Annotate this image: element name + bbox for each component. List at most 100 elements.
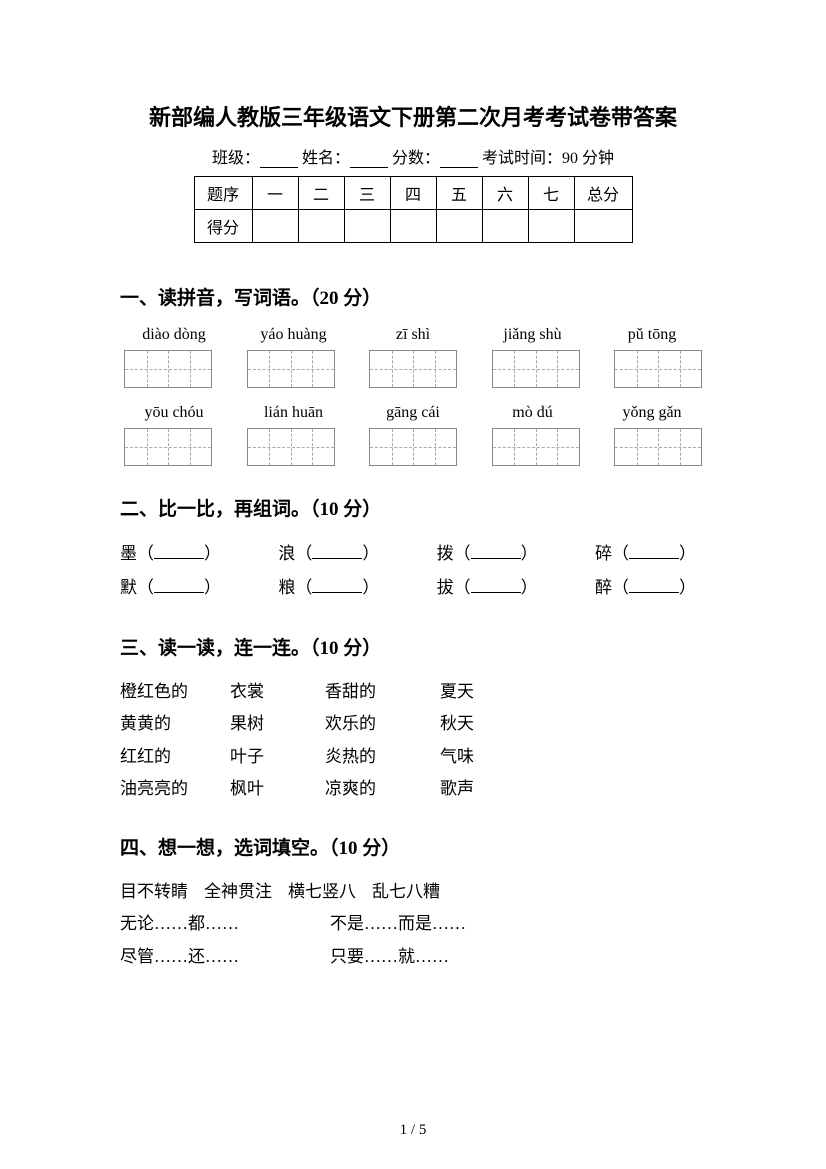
- grid-row: [120, 350, 706, 388]
- pinyin: zī shì: [363, 326, 463, 344]
- blank[interactable]: [629, 579, 679, 593]
- word: 红红的: [120, 741, 230, 773]
- char-grid[interactable]: [247, 428, 335, 466]
- word: 歌声: [440, 773, 520, 805]
- compare-item: 碎（）: [595, 537, 696, 571]
- word: 叶子: [230, 741, 325, 773]
- connect-block: 橙红色的 衣裳 香甜的 夏天 黄黄的 果树 欢乐的 秋天 红红的 叶子 炎热的 …: [120, 676, 706, 805]
- section-2-heading: 二、比一比，再组词。（10 分）: [120, 494, 706, 521]
- table-row: 得分: [194, 210, 632, 243]
- blank-name[interactable]: [350, 152, 388, 168]
- word: 香甜的: [325, 676, 440, 708]
- exam-info-line: 班级： 姓名： 分数： 考试时间：90 分钟: [120, 144, 706, 168]
- compare-item: 墨（）: [120, 537, 221, 571]
- char-grid[interactable]: [492, 350, 580, 388]
- char-grid[interactable]: [369, 350, 457, 388]
- word: 全神贯注: [204, 876, 272, 908]
- cell-label: 题序: [194, 177, 252, 210]
- char-grid[interactable]: [614, 428, 702, 466]
- pinyin: yáo huàng: [244, 326, 344, 344]
- pattern-row: 无论……都…… 不是……而是……: [120, 908, 706, 940]
- compare-item: 拔（）: [437, 571, 538, 605]
- pinyin: yǒng gǎn: [602, 404, 702, 422]
- cell-blank[interactable]: [528, 210, 574, 243]
- pinyin: diào dòng: [124, 326, 224, 344]
- char-grid[interactable]: [369, 428, 457, 466]
- pattern-row: 尽管……还…… 只要……就……: [120, 941, 706, 973]
- cell: 七: [528, 177, 574, 210]
- score-table: 题序 一 二 三 四 五 六 七 总分 得分: [194, 176, 633, 243]
- compare-item: 拨（）: [437, 537, 538, 571]
- blank[interactable]: [471, 579, 521, 593]
- compare-item: 浪（）: [278, 537, 379, 571]
- cell-blank[interactable]: [574, 210, 632, 243]
- connect-row: 橙红色的 衣裳 香甜的 夏天: [120, 676, 706, 708]
- cell-blank[interactable]: [252, 210, 298, 243]
- blank[interactable]: [154, 579, 204, 593]
- label-time: 考试时间：90 分钟: [482, 150, 614, 167]
- word: 秋天: [440, 708, 520, 740]
- cell-blank[interactable]: [436, 210, 482, 243]
- word: 枫叶: [230, 773, 325, 805]
- blank[interactable]: [471, 545, 521, 559]
- pattern: 无论……都……: [120, 908, 330, 940]
- cell: 六: [482, 177, 528, 210]
- label-name: 姓名：: [302, 150, 350, 167]
- connect-row: 油亮亮的 枫叶 凉爽的 歌声: [120, 773, 706, 805]
- cell-label: 得分: [194, 210, 252, 243]
- word: 果树: [230, 708, 325, 740]
- compare-block: 墨（） 浪（） 拨（） 碎（） 默（） 粮（） 拔（） 醉（）: [120, 537, 706, 605]
- cell-blank[interactable]: [482, 210, 528, 243]
- cell: 三: [344, 177, 390, 210]
- section-1-heading: 一、读拼音，写词语。（20 分）: [120, 283, 706, 310]
- section-3-heading: 三、读一读，连一连。（10 分）: [120, 633, 706, 660]
- compare-row: 墨（） 浪（） 拨（） 碎（）: [120, 537, 706, 571]
- word: 气味: [440, 741, 520, 773]
- pinyin: mò dú: [483, 404, 583, 422]
- pattern: 不是……而是……: [330, 908, 466, 940]
- document-title: 新部编人教版三年级语文下册第二次月考考试卷带答案: [120, 100, 706, 132]
- page-number: 1 / 5: [0, 1122, 826, 1139]
- blank[interactable]: [312, 579, 362, 593]
- pinyin: yōu chóu: [124, 404, 224, 422]
- cell-blank[interactable]: [390, 210, 436, 243]
- pattern: 尽管……还……: [120, 941, 330, 973]
- char-grid[interactable]: [124, 350, 212, 388]
- blank[interactable]: [154, 545, 204, 559]
- char-grid[interactable]: [614, 350, 702, 388]
- cell-blank[interactable]: [298, 210, 344, 243]
- word: 横七竖八: [288, 876, 356, 908]
- connect-row: 黄黄的 果树 欢乐的 秋天: [120, 708, 706, 740]
- cell: 总分: [574, 177, 632, 210]
- label-class: 班级：: [212, 150, 260, 167]
- compare-item: 默（）: [120, 571, 221, 605]
- word: 欢乐的: [325, 708, 440, 740]
- blank-class[interactable]: [260, 152, 298, 168]
- pinyin: jiǎng shù: [483, 326, 583, 344]
- word-bank: 目不转睛 全神贯注 横七竖八 乱七八糟: [120, 876, 706, 908]
- pinyin: lián huān: [244, 404, 344, 422]
- pinyin: gāng cái: [363, 404, 463, 422]
- pinyin-row: yōu chóu lián huān gāng cái mò dú yǒng g…: [120, 404, 706, 422]
- word: 夏天: [440, 676, 520, 708]
- compare-row: 默（） 粮（） 拔（） 醉（）: [120, 571, 706, 605]
- char-grid[interactable]: [492, 428, 580, 466]
- grid-row: [120, 428, 706, 466]
- compare-item: 粮（）: [278, 571, 379, 605]
- word: 衣裳: [230, 676, 325, 708]
- pinyin-row: diào dòng yáo huàng zī shì jiǎng shù pǔ …: [120, 326, 706, 344]
- blank-score[interactable]: [440, 152, 478, 168]
- table-row: 题序 一 二 三 四 五 六 七 总分: [194, 177, 632, 210]
- word: 橙红色的: [120, 676, 230, 708]
- cell: 二: [298, 177, 344, 210]
- char-grid[interactable]: [124, 428, 212, 466]
- section-4-heading: 四、想一想，选词填空。（10 分）: [120, 833, 706, 860]
- char-grid[interactable]: [247, 350, 335, 388]
- cell: 四: [390, 177, 436, 210]
- word: 目不转睛: [120, 876, 188, 908]
- blank[interactable]: [629, 545, 679, 559]
- cell-blank[interactable]: [344, 210, 390, 243]
- compare-item: 醉（）: [595, 571, 696, 605]
- cell: 一: [252, 177, 298, 210]
- blank[interactable]: [312, 545, 362, 559]
